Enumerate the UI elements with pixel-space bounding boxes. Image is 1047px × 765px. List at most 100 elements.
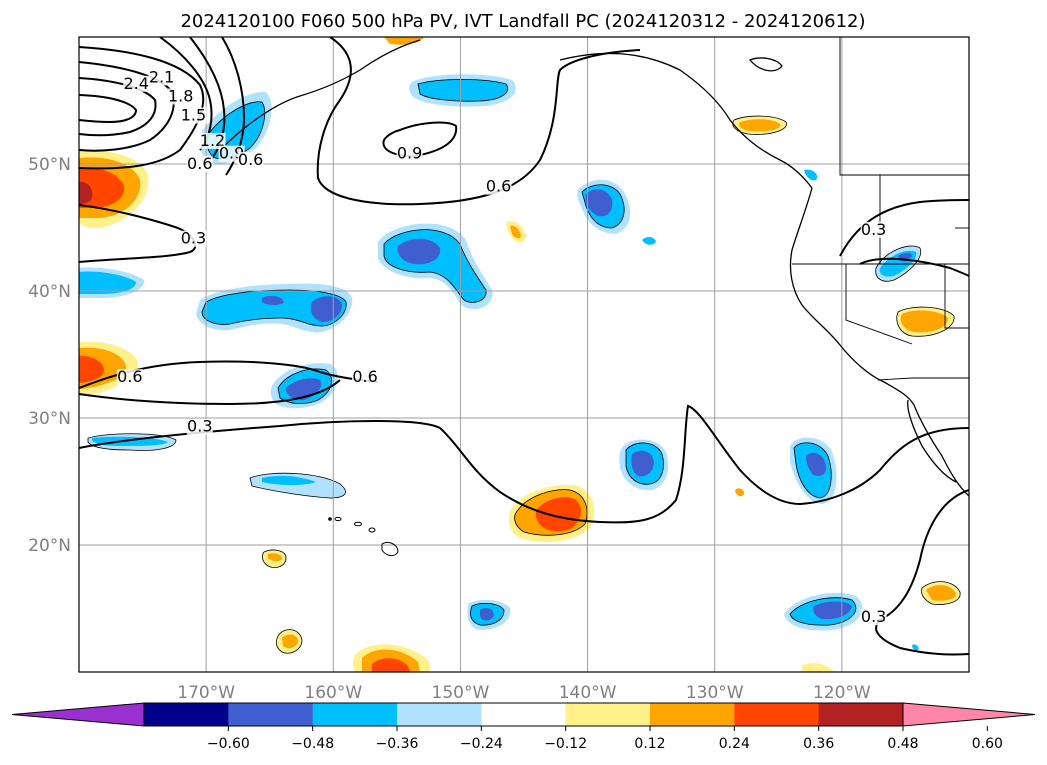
contour-label-bg (148, 69, 175, 86)
negative-anomaly-east (790, 437, 837, 504)
colorbar-cell (312, 703, 398, 726)
positive-anomaly-south-core2 (372, 658, 410, 672)
contour-label-bg (352, 369, 379, 386)
lat-tick-label: 30°N (28, 409, 71, 429)
coastlines (219, 39, 969, 497)
contour-label: 0.6 (187, 154, 212, 173)
contour-label-bg (180, 107, 207, 124)
negative-anomaly-alaska (409, 74, 516, 107)
contour-label-bg (485, 178, 512, 195)
contour-label: 0.3 (187, 417, 212, 436)
colorbar-tick-label: 0.48 (887, 736, 918, 752)
contour-label: 0.9 (397, 144, 422, 163)
lat-tick-label: 40°N (28, 282, 71, 302)
figure-title: 2024120100 F060 500 hPa PV, IVT Landfall… (180, 11, 865, 32)
colorbar-tick-label: −0.24 (460, 736, 503, 752)
colorbar-tick-label: 0.60 (972, 736, 1003, 752)
map-content: 2.4 2.11.81.51.20.90.60.60.30.90.60.6 0.60… (79, 37, 969, 672)
negative-anomaly-edge-west (79, 267, 145, 298)
contour-label: 0.3 (861, 220, 886, 239)
positive-anomaly-small-2-core (268, 553, 282, 562)
positive-anomaly-north-core (739, 119, 781, 132)
blob-outlines (87, 79, 961, 654)
colorbar-tick-label: −0.12 (544, 736, 587, 752)
negative-anomaly-west-central (196, 283, 353, 333)
contour-label-bg (180, 230, 207, 247)
negative-anomaly-small-1 (642, 236, 656, 245)
contour-label: 0.3 (861, 607, 886, 626)
contour-label-bg (186, 155, 213, 172)
contour-label: 2.4 (123, 74, 148, 93)
us-west-coast (789, 187, 969, 497)
alaska-peninsula-coast (219, 39, 421, 151)
negative-anomaly-coast (804, 169, 818, 181)
island-north (748, 57, 783, 72)
map-panel: 2.4 2.11.81.51.20.90.60.60.30.90.60.6 0.60… (78, 36, 970, 673)
mexico-border (877, 377, 969, 381)
lat-tick-label: 20°N (28, 536, 71, 556)
map-frame (78, 36, 970, 673)
contour-label-bg (396, 145, 423, 162)
colorbar-tick-label: 0.12 (634, 736, 665, 752)
colorbar-frame (143, 702, 904, 727)
baja-gulf-coast (907, 399, 957, 483)
contour-label-bg (237, 152, 264, 168)
positive-anomaly-small-1-core (510, 225, 521, 239)
negative-anomaly-southeast (784, 592, 863, 631)
colorbar-cell (565, 703, 651, 726)
positive-anomaly-dot (735, 488, 745, 497)
colorbar-cell (734, 703, 820, 726)
contour-label-bg (199, 132, 226, 149)
colorbar-tick-label: −0.48 (291, 736, 334, 752)
colorbar-cell (481, 703, 567, 726)
contour-label: 1.2 (200, 131, 225, 150)
lon-tick-label: 130°W (686, 683, 744, 703)
negative-anomaly-dot (912, 644, 919, 651)
contour-label-bg (860, 221, 887, 238)
positive-anomaly-small-3-core (282, 634, 298, 649)
canada-border (839, 37, 969, 176)
colorbar-cell-min-extension (11, 702, 145, 727)
colorbar-cell (650, 703, 735, 726)
colorbar-cell (228, 703, 314, 726)
positive-anomaly-inland-core (900, 310, 948, 333)
contour-label: 0.6 (486, 177, 511, 196)
colorbar-cell-max-extension (902, 702, 1036, 727)
contour-labels: 2.4 2.11.81.51.20.90.60.60.30.90.60.6 0.60… (116, 67, 887, 626)
colorbar-cell (397, 703, 482, 726)
contour-label: 1.5 (181, 106, 206, 125)
political-borders (792, 37, 969, 381)
contour-label-bg (123, 75, 150, 92)
state-line-3 (944, 264, 969, 329)
alaska-bc-coast (559, 52, 813, 189)
contour-label: 0.3 (181, 229, 206, 248)
colorbar-cell (818, 703, 904, 726)
positive-anomaly-top (384, 37, 424, 45)
contour-label: 2.1 (149, 67, 174, 86)
negative-anomaly-south (467, 599, 511, 630)
colorbar-tick-label: 0.36 (803, 736, 834, 752)
contour-label: 0.6 (238, 150, 263, 169)
contour-label-bg (167, 88, 194, 105)
positive-anomaly-mexico-core (926, 585, 956, 601)
positive-anomaly-south-east (802, 663, 834, 672)
contour-label: 0.6 (117, 367, 142, 386)
colorbar-cells (11, 702, 1036, 727)
negative-anomaly-hawaii-north (250, 473, 346, 498)
colorbar-ticks: −0.60 −0.48 −0.36 −0.24 −0.12 0.12 0.24 0.36 0.4… (207, 726, 1003, 752)
contour-label: 0.6 (352, 367, 377, 386)
lon-tick-label: 150°W (432, 683, 490, 703)
axis-tick-labels: 170°W 160°W 150°W 140°W 130°W 120°W 20°N 30°N 40… (28, 155, 871, 703)
colorbar-tick-label: 0.24 (719, 736, 750, 752)
lon-tick-label: 120°W (813, 683, 871, 703)
lon-tick-label: 170°W (177, 683, 235, 703)
negative-anomaly-alaska-gulf (577, 179, 631, 234)
negative-anomaly-west-south (270, 363, 338, 409)
contour-label: 1.8 (168, 87, 193, 106)
colorbar: −0.60 −0.48 −0.36 −0.24 −0.12 0.12 0.24 0.36 0.4… (11, 702, 1036, 752)
positive-anomaly-west-edge (79, 150, 149, 229)
colorbar-tick-label: −0.36 (376, 736, 419, 752)
colorbar-tick-label: −0.60 (207, 736, 250, 752)
lat-tick-label: 50°N (28, 155, 71, 175)
contour-label-bg (116, 369, 143, 386)
